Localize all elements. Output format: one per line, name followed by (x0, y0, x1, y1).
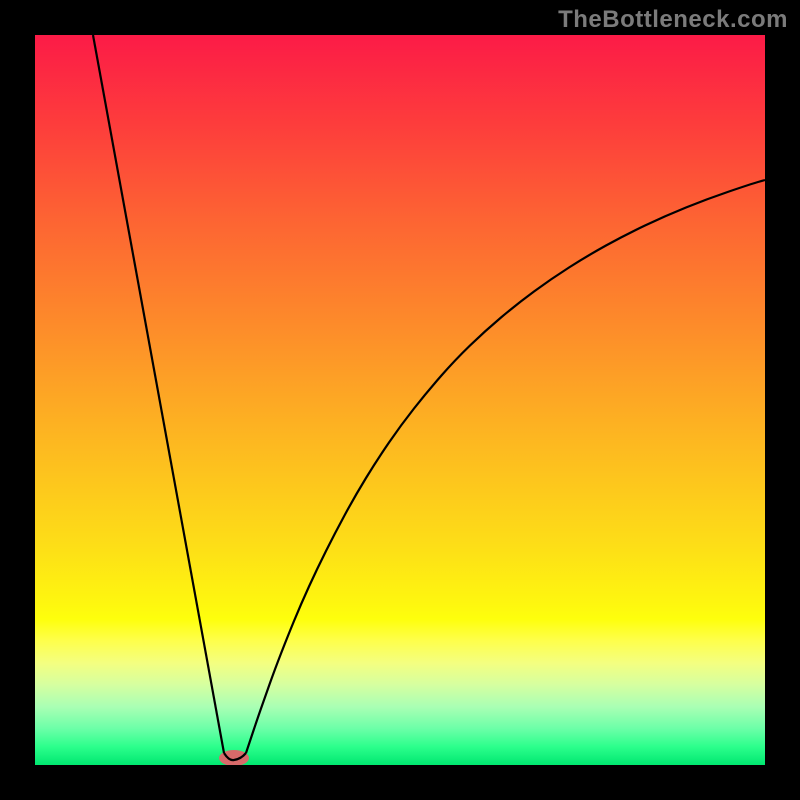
curve-left-line (93, 35, 224, 753)
chart-frame: TheBottleneck.com (0, 0, 800, 800)
curve-layer (35, 35, 765, 765)
plot-area (35, 35, 765, 765)
watermark-text: TheBottleneck.com (558, 6, 788, 34)
curve-right (246, 180, 765, 753)
